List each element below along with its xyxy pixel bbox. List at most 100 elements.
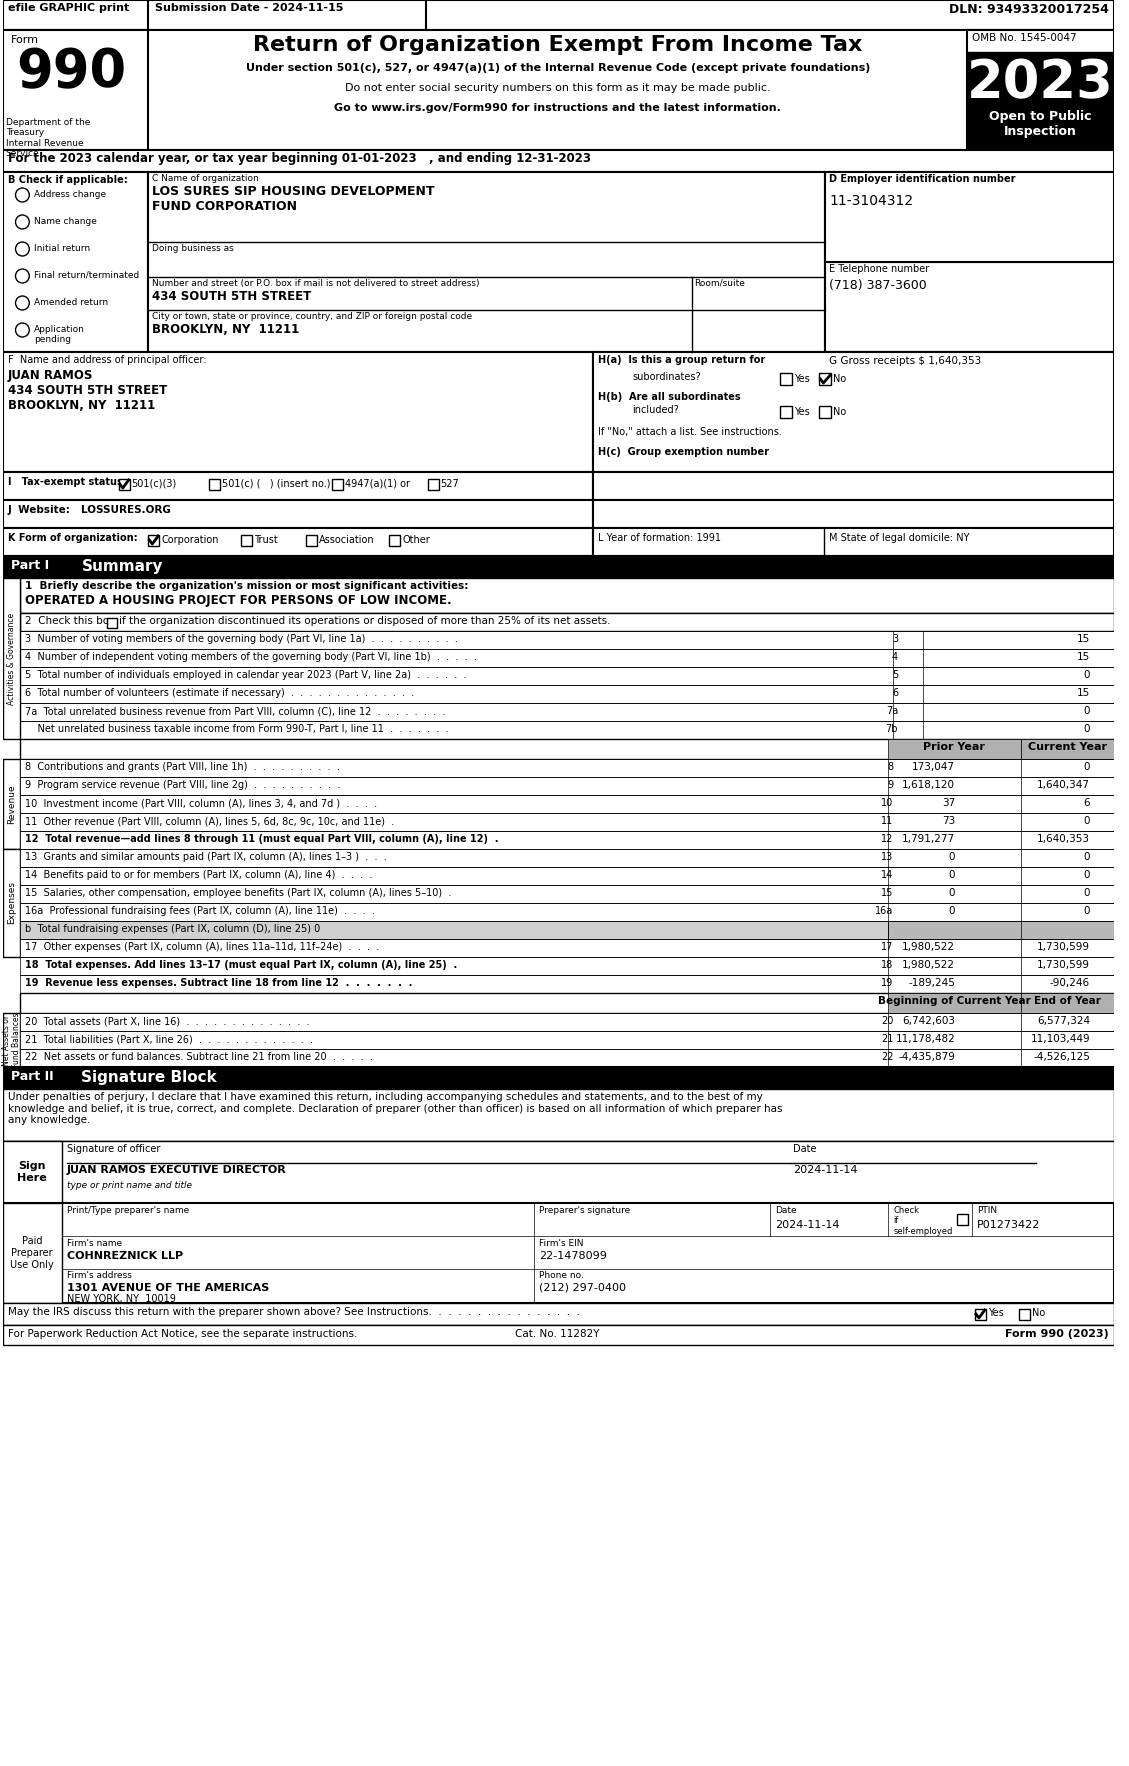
- Text: 16a  Professional fundraising fees (Part IX, column (A), line 11e)  .  .  .  .: 16a Professional fundraising fees (Part …: [25, 906, 375, 917]
- Bar: [957, 1213, 968, 1226]
- Text: 22-1478099: 22-1478099: [539, 1250, 607, 1261]
- Text: 22: 22: [881, 1053, 893, 1061]
- Text: Beginning of Current Year: Beginning of Current Year: [878, 996, 1031, 1007]
- Bar: [20, 738, 1113, 759]
- Bar: [20, 577, 1113, 613]
- Bar: [2, 0, 1113, 30]
- Text: End of Year: End of Year: [1034, 996, 1101, 1007]
- Text: Firm's EIN: Firm's EIN: [539, 1240, 584, 1249]
- Text: 1301 AVENUE OF THE AMERICAS: 1301 AVENUE OF THE AMERICAS: [67, 1284, 269, 1293]
- Bar: [148, 171, 825, 351]
- Text: Phone no.: Phone no.: [539, 1272, 584, 1280]
- Text: 10  Investment income (Part VIII, column (A), lines 3, 4, and 7d )  .  .  .  .: 10 Investment income (Part VIII, column …: [25, 798, 377, 809]
- Text: 527: 527: [440, 479, 460, 489]
- Text: 0: 0: [948, 888, 955, 897]
- Text: Yes: Yes: [794, 374, 809, 383]
- Bar: [306, 535, 316, 546]
- Text: H(a)  Is this a group return for: H(a) Is this a group return for: [598, 355, 765, 366]
- Text: 19: 19: [881, 978, 893, 987]
- Bar: [428, 479, 439, 489]
- Text: 37: 37: [942, 798, 955, 809]
- Bar: [2, 1090, 1113, 1141]
- Bar: [968, 51, 1113, 150]
- Text: Name change: Name change: [34, 217, 97, 226]
- Text: B Check if applicable:: B Check if applicable:: [8, 175, 128, 185]
- Bar: [20, 902, 1113, 922]
- Text: 173,047: 173,047: [912, 761, 955, 772]
- Text: City or town, state or province, country, and ZIP or foreign postal code: City or town, state or province, country…: [152, 313, 472, 321]
- Text: 21  Total liabilities (Part X, line 26)  .  .  .  .  .  .  .  .  .  .  .  .  .: 21 Total liabilities (Part X, line 26) .…: [25, 1035, 314, 1044]
- Text: Amended return: Amended return: [34, 298, 108, 307]
- Text: Yes: Yes: [988, 1309, 1004, 1317]
- Text: PTIN: PTIN: [977, 1206, 997, 1215]
- Text: Signature Block: Signature Block: [81, 1070, 217, 1084]
- Text: 5: 5: [892, 669, 899, 680]
- Text: (718) 387-3600: (718) 387-3600: [830, 279, 927, 291]
- Text: 501(c)(3): 501(c)(3): [132, 479, 177, 489]
- Bar: [20, 648, 1113, 668]
- Bar: [593, 472, 1113, 500]
- Text: 14  Benefits paid to or for members (Part IX, column (A), line 4)  .  .  .  .: 14 Benefits paid to or for members (Part…: [25, 871, 373, 879]
- Text: Activities & Governance: Activities & Governance: [7, 613, 16, 705]
- Text: 11,103,449: 11,103,449: [1031, 1035, 1091, 1044]
- Text: 16a: 16a: [875, 906, 893, 917]
- Text: Part I: Part I: [10, 560, 49, 572]
- Bar: [2, 759, 20, 849]
- Text: BROOKLYN, NY  11211: BROOKLYN, NY 11211: [152, 323, 299, 336]
- Bar: [20, 613, 1113, 630]
- Text: 0: 0: [948, 906, 955, 917]
- Bar: [1019, 1309, 1030, 1319]
- Text: Firm's address: Firm's address: [67, 1272, 132, 1280]
- Text: 1,730,599: 1,730,599: [1038, 961, 1091, 970]
- Bar: [20, 668, 1113, 685]
- Text: 2024-11-14: 2024-11-14: [793, 1166, 857, 1174]
- Bar: [390, 535, 401, 546]
- Bar: [2, 556, 1113, 577]
- Text: 0: 0: [1084, 724, 1091, 735]
- Text: Return of Organization Exempt From Income Tax: Return of Organization Exempt From Incom…: [253, 35, 863, 55]
- Text: 7a  Total unrelated business revenue from Part VIII, column (C), line 12  .  .  : 7a Total unrelated business revenue from…: [25, 706, 446, 715]
- Text: 13: 13: [881, 851, 893, 862]
- Text: Preparer's signature: Preparer's signature: [539, 1206, 630, 1215]
- Bar: [780, 373, 791, 385]
- Bar: [2, 1324, 1113, 1346]
- Text: For Paperwork Reduction Act Notice, see the separate instructions.: For Paperwork Reduction Act Notice, see …: [8, 1330, 357, 1339]
- Text: Form 990 (2023): Form 990 (2023): [1005, 1330, 1109, 1339]
- Bar: [20, 885, 1113, 902]
- Text: 12  Total revenue—add lines 8 through 11 (must equal Part VIII, column (A), line: 12 Total revenue—add lines 8 through 11 …: [25, 834, 499, 844]
- Text: L Year of formation: 1991: L Year of formation: 1991: [598, 533, 721, 542]
- Bar: [2, 1203, 62, 1303]
- Text: included?: included?: [632, 404, 680, 415]
- Bar: [593, 500, 1113, 528]
- Text: Other: Other: [402, 535, 430, 546]
- Text: M State of legal domicile: NY: M State of legal domicile: NY: [830, 533, 970, 542]
- Text: Yes: Yes: [794, 406, 809, 417]
- Text: 4: 4: [892, 652, 899, 662]
- Text: 6: 6: [1084, 798, 1091, 809]
- Text: Department of the
Treasury
Internal Revenue
Service: Department of the Treasury Internal Reve…: [6, 118, 90, 159]
- Text: 501(c) (   ) (insert no.): 501(c) ( ) (insert no.): [222, 479, 331, 489]
- Text: Doing business as: Doing business as: [152, 244, 234, 253]
- Bar: [20, 975, 1113, 992]
- Bar: [20, 1049, 1113, 1067]
- Circle shape: [16, 187, 29, 201]
- Text: Number and street (or P.O. box if mail is not delivered to street address): Number and street (or P.O. box if mail i…: [152, 279, 480, 288]
- Text: Date: Date: [793, 1144, 816, 1153]
- Text: K Form of organization:: K Form of organization:: [8, 533, 138, 542]
- Bar: [20, 1031, 1113, 1049]
- Bar: [780, 406, 791, 419]
- Bar: [20, 922, 889, 940]
- Text: 0: 0: [1084, 669, 1091, 680]
- Text: 6,577,324: 6,577,324: [1036, 1015, 1091, 1026]
- Circle shape: [16, 242, 29, 256]
- Text: 434 SOUTH 5TH STREET: 434 SOUTH 5TH STREET: [152, 290, 312, 304]
- Bar: [107, 618, 117, 629]
- Text: 1,730,599: 1,730,599: [1038, 941, 1091, 952]
- Bar: [20, 630, 1113, 648]
- Bar: [20, 849, 1113, 867]
- Text: H(c)  Group exemption number: H(c) Group exemption number: [598, 447, 769, 457]
- Text: 1,640,353: 1,640,353: [1038, 834, 1091, 844]
- Text: Part II: Part II: [10, 1070, 53, 1083]
- Text: 18: 18: [881, 961, 893, 970]
- Text: 17: 17: [881, 941, 893, 952]
